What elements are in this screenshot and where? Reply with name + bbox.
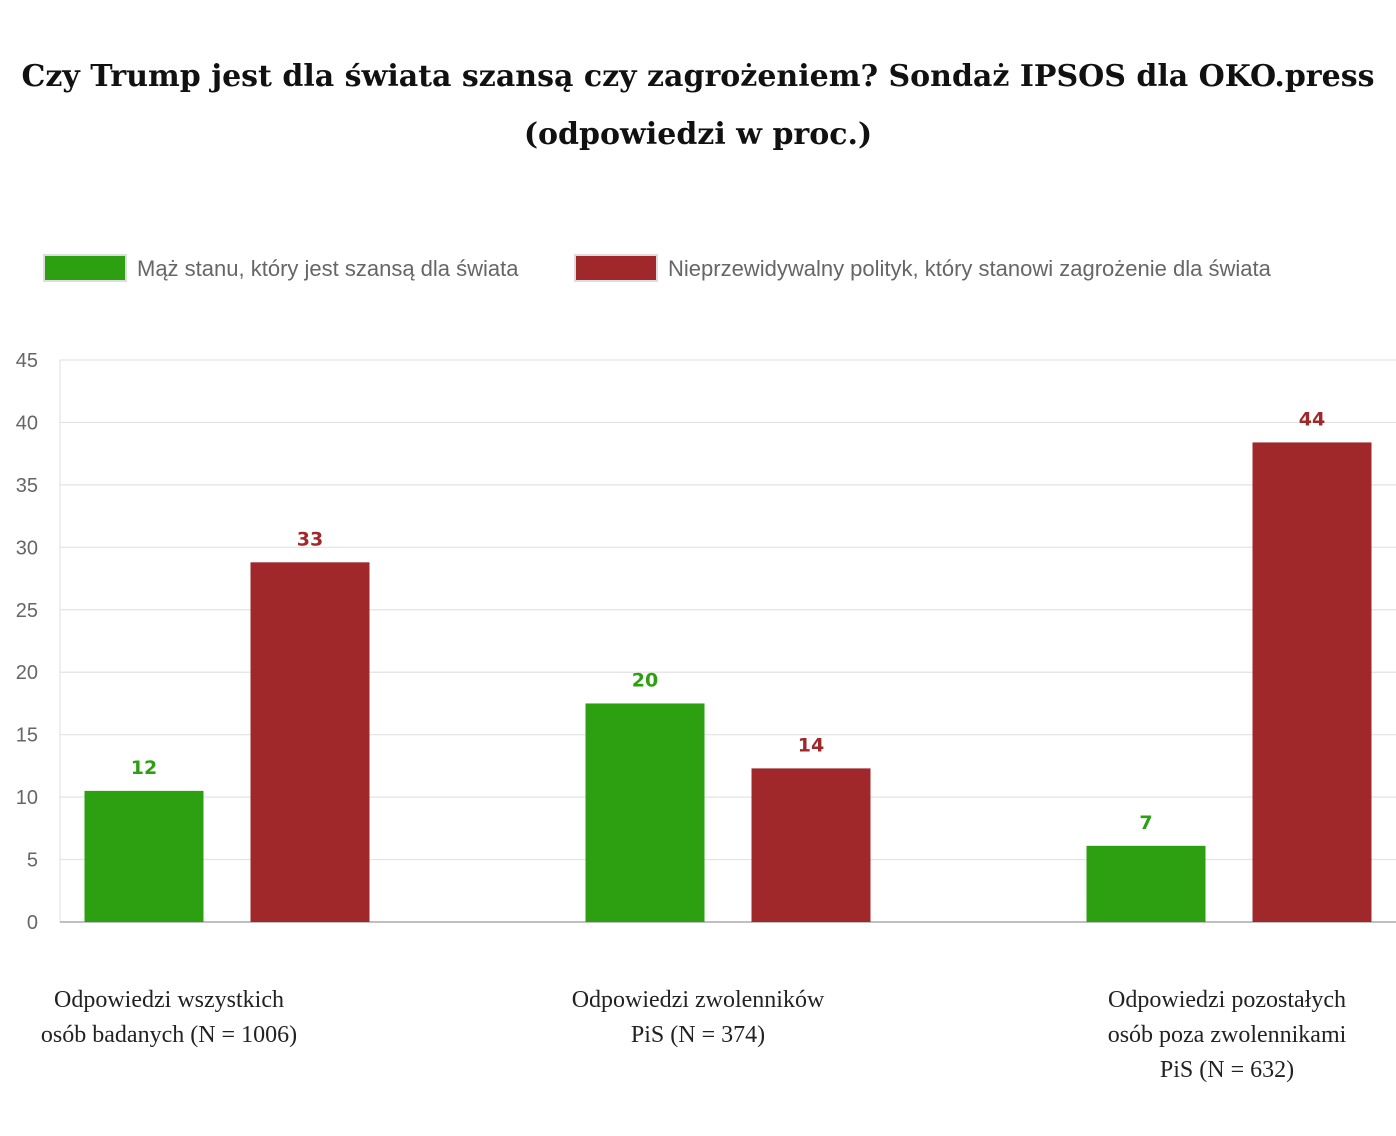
y-tick-label-20: 20 (16, 662, 38, 684)
value-label-series1-cat1: 12 (131, 757, 157, 779)
y-tick-label-45: 45 (16, 350, 38, 372)
legend-label-2[interactable]: Nieprzewidywalny polityk, który stanowi … (668, 256, 1272, 281)
y-tick-label-15: 15 (16, 725, 38, 747)
y-tick-label-5: 5 (27, 850, 38, 872)
category-label-1-line-1: Odpowiedzi wszystkich (54, 987, 284, 1013)
value-label-series2-cat2: 14 (798, 734, 824, 756)
legend-swatch-2[interactable] (574, 254, 658, 282)
value-labels: 12 33 20 14 7 44 (131, 408, 1325, 833)
category-label-3-line-3: PiS (N = 632) (1160, 1057, 1294, 1083)
bar-series2-cat2[interactable] (751, 768, 871, 922)
category-label-3-line-2: osób poza zwolennikami (1108, 1022, 1347, 1048)
value-label-series2-cat1: 33 (297, 528, 323, 550)
bar-series1-cat3[interactable] (1086, 845, 1206, 922)
title-line-2: (odpowiedzi w proc.) (524, 117, 872, 152)
y-tick-label-35: 35 (16, 475, 38, 497)
y-tick-label-10: 10 (16, 787, 38, 809)
bar-series2-cat1[interactable] (250, 562, 370, 922)
legend-swatch-1[interactable] (43, 254, 127, 282)
y-tick-label-30: 30 (16, 537, 38, 559)
bar-series1-cat1[interactable] (84, 790, 204, 922)
category-labels: Odpowiedzi wszystkich osób badanych (N = … (41, 987, 1347, 1083)
title-line-1: Czy Trump jest dla świata szansą czy zag… (22, 59, 1375, 94)
bars (84, 442, 1372, 922)
chart-title: Czy Trump jest dla świata szansą czy zag… (22, 59, 1375, 152)
legend: Mąż stanu, który jest szansą dla świata N… (43, 254, 1272, 282)
y-tick-label-25: 25 (16, 600, 38, 622)
legend-label-1[interactable]: Mąż stanu, który jest szansą dla świata (137, 256, 519, 281)
bar-series2-cat3[interactable] (1252, 442, 1372, 922)
value-label-series1-cat3: 7 (1139, 812, 1152, 834)
value-label-series2-cat3: 44 (1299, 408, 1325, 430)
category-label-3-line-1: Odpowiedzi pozostałych (1108, 987, 1346, 1013)
category-label-2-line-2: PiS (N = 374) (631, 1022, 765, 1048)
y-tick-label-40: 40 (16, 412, 38, 434)
value-label-series1-cat2: 20 (632, 669, 658, 691)
y-tick-label-0: 0 (27, 912, 38, 934)
bar-series1-cat2[interactable] (585, 703, 705, 922)
category-label-1-line-2: osób badanych (N = 1006) (41, 1022, 297, 1048)
category-label-2-line-1: Odpowiedzi zwolenników (572, 987, 825, 1013)
